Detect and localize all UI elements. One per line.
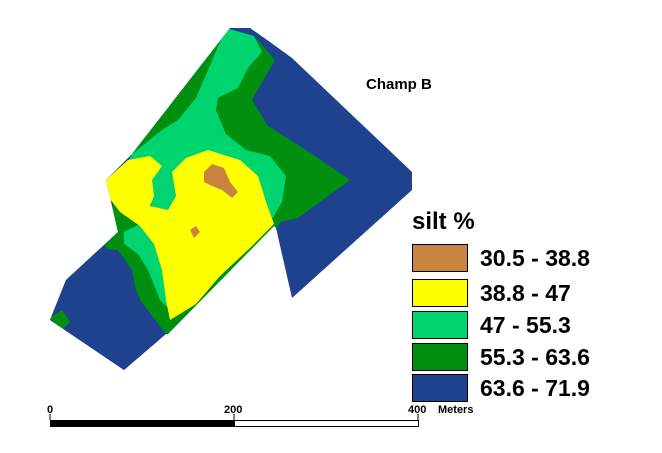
legend-swatch [412,343,468,371]
zone-30-5-38-8-patch [190,226,200,238]
legend-swatch [412,279,468,307]
legend-swatch [412,311,468,339]
legend-swatch [412,374,468,402]
legend-label: 38.8 - 47 [480,280,571,306]
scale-tick-label: 0 [47,404,54,416]
scale-bar-segment-dark [50,420,235,427]
legend-label: 63.6 - 71.9 [480,375,590,401]
zone-30-5-38-8 [204,164,238,198]
legend-label: 30.5 - 38.8 [480,245,590,271]
legend-label: 55.3 - 63.6 [480,344,590,370]
legend-swatch [412,244,468,272]
legend-label: 47 - 55.3 [480,312,571,338]
zone-55-3-63-6-corner [50,310,70,330]
map-title: Champ B [366,76,432,93]
scale-tick-label: 200 [224,404,243,416]
scale-unit-label: Meters [438,404,474,416]
scale-bar-segment-light [234,420,419,427]
legend-title: silt % [412,208,475,235]
scale-tick-label: 400 [408,404,427,416]
